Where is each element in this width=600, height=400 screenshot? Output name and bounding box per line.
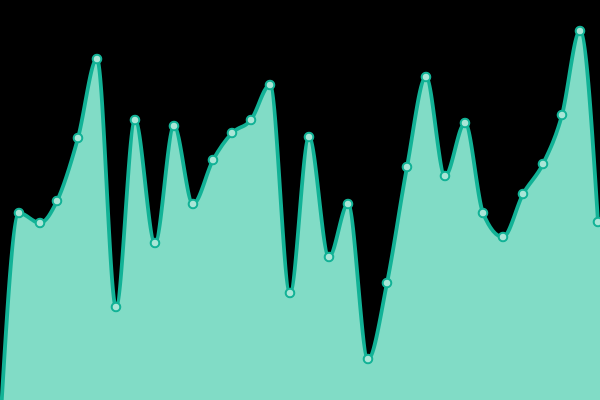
data-point-marker[interactable]: [459, 117, 471, 129]
data-point-marker[interactable]: [381, 277, 393, 289]
data-point-marker[interactable]: [72, 132, 84, 144]
data-point-marker[interactable]: [207, 154, 219, 166]
data-point-marker[interactable]: [574, 25, 586, 37]
data-point-marker[interactable]: [168, 120, 180, 132]
data-point-marker[interactable]: [51, 195, 63, 207]
data-point-marker[interactable]: [342, 198, 354, 210]
data-point-marker[interactable]: [34, 217, 46, 229]
data-point-marker[interactable]: [556, 109, 568, 121]
data-point-marker[interactable]: [401, 161, 413, 173]
line-path: [0, 29, 600, 400]
data-point-marker[interactable]: [497, 231, 509, 243]
data-point-marker[interactable]: [592, 216, 600, 228]
data-point-marker[interactable]: [245, 114, 257, 126]
data-point-marker[interactable]: [226, 127, 238, 139]
data-point-marker[interactable]: [517, 188, 529, 200]
data-point-marker[interactable]: [149, 237, 161, 249]
data-point-marker[interactable]: [110, 301, 122, 313]
data-point-marker[interactable]: [420, 71, 432, 83]
data-point-marker[interactable]: [91, 53, 103, 65]
data-point-marker[interactable]: [323, 251, 335, 263]
data-point-marker[interactable]: [264, 79, 276, 91]
data-point-marker[interactable]: [284, 287, 296, 299]
data-point-marker[interactable]: [477, 207, 489, 219]
data-point-marker[interactable]: [13, 207, 25, 219]
data-point-marker[interactable]: [187, 198, 199, 210]
data-point-marker[interactable]: [537, 158, 549, 170]
data-point-marker[interactable]: [362, 353, 374, 365]
data-point-markers: [13, 25, 600, 365]
data-point-marker[interactable]: [303, 131, 315, 143]
data-point-marker[interactable]: [439, 170, 451, 182]
data-point-marker[interactable]: [129, 114, 141, 126]
